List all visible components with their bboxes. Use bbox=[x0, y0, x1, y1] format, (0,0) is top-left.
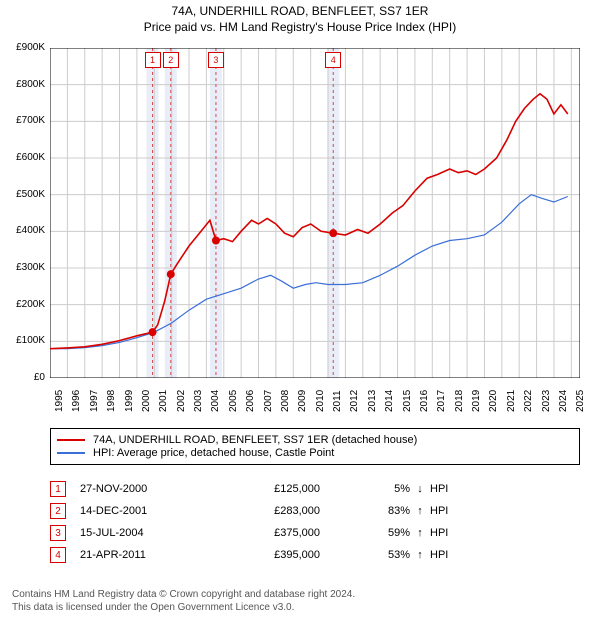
sales-row-price: £283,000 bbox=[210, 505, 360, 517]
legend-label-property: 74A, UNDERHILL ROAD, BENFLEET, SS7 1ER (… bbox=[93, 434, 417, 446]
x-tick-label: 2023 bbox=[541, 390, 552, 412]
sales-row-marker: 3 bbox=[50, 525, 66, 541]
sales-row-date: 21-APR-2011 bbox=[80, 549, 210, 561]
sales-row: 2 14-DEC-2001£283,00083%↑HPI bbox=[50, 500, 460, 522]
x-tick-label: 2020 bbox=[488, 390, 499, 412]
y-tick-label: £800K bbox=[5, 79, 45, 90]
chart-svg bbox=[50, 48, 580, 378]
x-tick-label: 2013 bbox=[367, 390, 378, 412]
x-tick-label: 2024 bbox=[558, 390, 569, 412]
sales-row-date: 27-NOV-2000 bbox=[80, 483, 210, 495]
sales-row-marker: 1 bbox=[50, 481, 66, 497]
chart-title-sub: Price paid vs. HM Land Registry's House … bbox=[0, 20, 600, 34]
sales-row-arrow-icon: ↓ bbox=[410, 483, 430, 495]
x-tick-label: 2016 bbox=[419, 390, 430, 412]
x-tick-label: 2014 bbox=[384, 390, 395, 412]
x-tick-label: 2007 bbox=[263, 390, 274, 412]
x-tick-label: 2002 bbox=[176, 390, 187, 412]
legend-swatch-property bbox=[57, 439, 85, 441]
sales-row-pct: 59% bbox=[360, 527, 410, 539]
sales-row-price: £125,000 bbox=[210, 483, 360, 495]
sales-row: 4 21-APR-2011£395,00053%↑HPI bbox=[50, 544, 460, 566]
legend-swatch-hpi bbox=[57, 452, 85, 454]
x-tick-label: 1999 bbox=[124, 390, 135, 412]
y-tick-label: £0 bbox=[5, 372, 45, 383]
sales-row-hpi-label: HPI bbox=[430, 549, 460, 561]
sales-row-pct: 5% bbox=[360, 483, 410, 495]
y-tick-label: £500K bbox=[5, 189, 45, 200]
sales-row-date: 15-JUL-2004 bbox=[80, 527, 210, 539]
sale-marker-4: 4 bbox=[325, 52, 341, 68]
sales-row-hpi-label: HPI bbox=[430, 483, 460, 495]
sale-marker-1: 1 bbox=[145, 52, 161, 68]
sale-marker-3: 3 bbox=[208, 52, 224, 68]
x-tick-label: 2003 bbox=[193, 390, 204, 412]
sales-table: 127-NOV-2000£125,0005%↓HPI214-DEC-2001£2… bbox=[50, 478, 460, 566]
x-tick-label: 2010 bbox=[315, 390, 326, 412]
x-tick-label: 2001 bbox=[158, 390, 169, 412]
chart-title-address: 74A, UNDERHILL ROAD, BENFLEET, SS7 1ER bbox=[0, 4, 600, 18]
x-tick-label: 1998 bbox=[106, 390, 117, 412]
sales-row-price: £395,000 bbox=[210, 549, 360, 561]
footer-line2: This data is licensed under the Open Gov… bbox=[12, 601, 355, 614]
plot-area bbox=[50, 48, 580, 378]
x-tick-label: 2008 bbox=[280, 390, 291, 412]
sales-row-arrow-icon: ↑ bbox=[410, 549, 430, 561]
x-tick-label: 2006 bbox=[245, 390, 256, 412]
x-tick-label: 1997 bbox=[89, 390, 100, 412]
sales-row-pct: 53% bbox=[360, 549, 410, 561]
legend-label-hpi: HPI: Average price, detached house, Cast… bbox=[93, 447, 334, 459]
legend-row-property: 74A, UNDERHILL ROAD, BENFLEET, SS7 1ER (… bbox=[57, 434, 573, 446]
sales-row-arrow-icon: ↑ bbox=[410, 527, 430, 539]
x-tick-label: 2004 bbox=[210, 390, 221, 412]
x-tick-label: 2012 bbox=[349, 390, 360, 412]
legend: 74A, UNDERHILL ROAD, BENFLEET, SS7 1ER (… bbox=[50, 428, 580, 465]
x-tick-label: 2009 bbox=[297, 390, 308, 412]
sales-row-hpi-label: HPI bbox=[430, 527, 460, 539]
x-tick-label: 2017 bbox=[436, 390, 447, 412]
x-tick-label: 2015 bbox=[402, 390, 413, 412]
x-tick-label: 1995 bbox=[54, 390, 65, 412]
x-tick-label: 2019 bbox=[471, 390, 482, 412]
footer-line1: Contains HM Land Registry data © Crown c… bbox=[12, 588, 355, 601]
sales-row-pct: 83% bbox=[360, 505, 410, 517]
footer: Contains HM Land Registry data © Crown c… bbox=[12, 588, 355, 614]
y-tick-label: £400K bbox=[5, 225, 45, 236]
y-tick-label: £200K bbox=[5, 299, 45, 310]
x-tick-label: 2018 bbox=[454, 390, 465, 412]
sales-row-marker: 4 bbox=[50, 547, 66, 563]
x-tick-label: 2022 bbox=[523, 390, 534, 412]
y-tick-label: £700K bbox=[5, 115, 45, 126]
sales-row: 1 27-NOV-2000£125,0005%↓HPI bbox=[50, 478, 460, 500]
sales-row-price: £375,000 bbox=[210, 527, 360, 539]
sales-row-marker: 2 bbox=[50, 503, 66, 519]
sales-row-arrow-icon: ↑ bbox=[410, 505, 430, 517]
x-tick-label: 1996 bbox=[71, 390, 82, 412]
legend-row-hpi: HPI: Average price, detached house, Cast… bbox=[57, 447, 573, 459]
x-tick-label: 2005 bbox=[228, 390, 239, 412]
sales-row-date: 14-DEC-2001 bbox=[80, 505, 210, 517]
x-tick-label: 2025 bbox=[575, 390, 586, 412]
y-tick-label: £300K bbox=[5, 262, 45, 273]
x-tick-label: 2011 bbox=[332, 390, 343, 412]
x-tick-label: 2021 bbox=[506, 390, 517, 412]
y-tick-label: £900K bbox=[5, 42, 45, 53]
x-tick-label: 2000 bbox=[141, 390, 152, 412]
sales-row: 3 15-JUL-2004£375,00059%↑HPI bbox=[50, 522, 460, 544]
sale-marker-2: 2 bbox=[163, 52, 179, 68]
y-tick-label: £100K bbox=[5, 335, 45, 346]
y-tick-label: £600K bbox=[5, 152, 45, 163]
sales-row-hpi-label: HPI bbox=[430, 505, 460, 517]
